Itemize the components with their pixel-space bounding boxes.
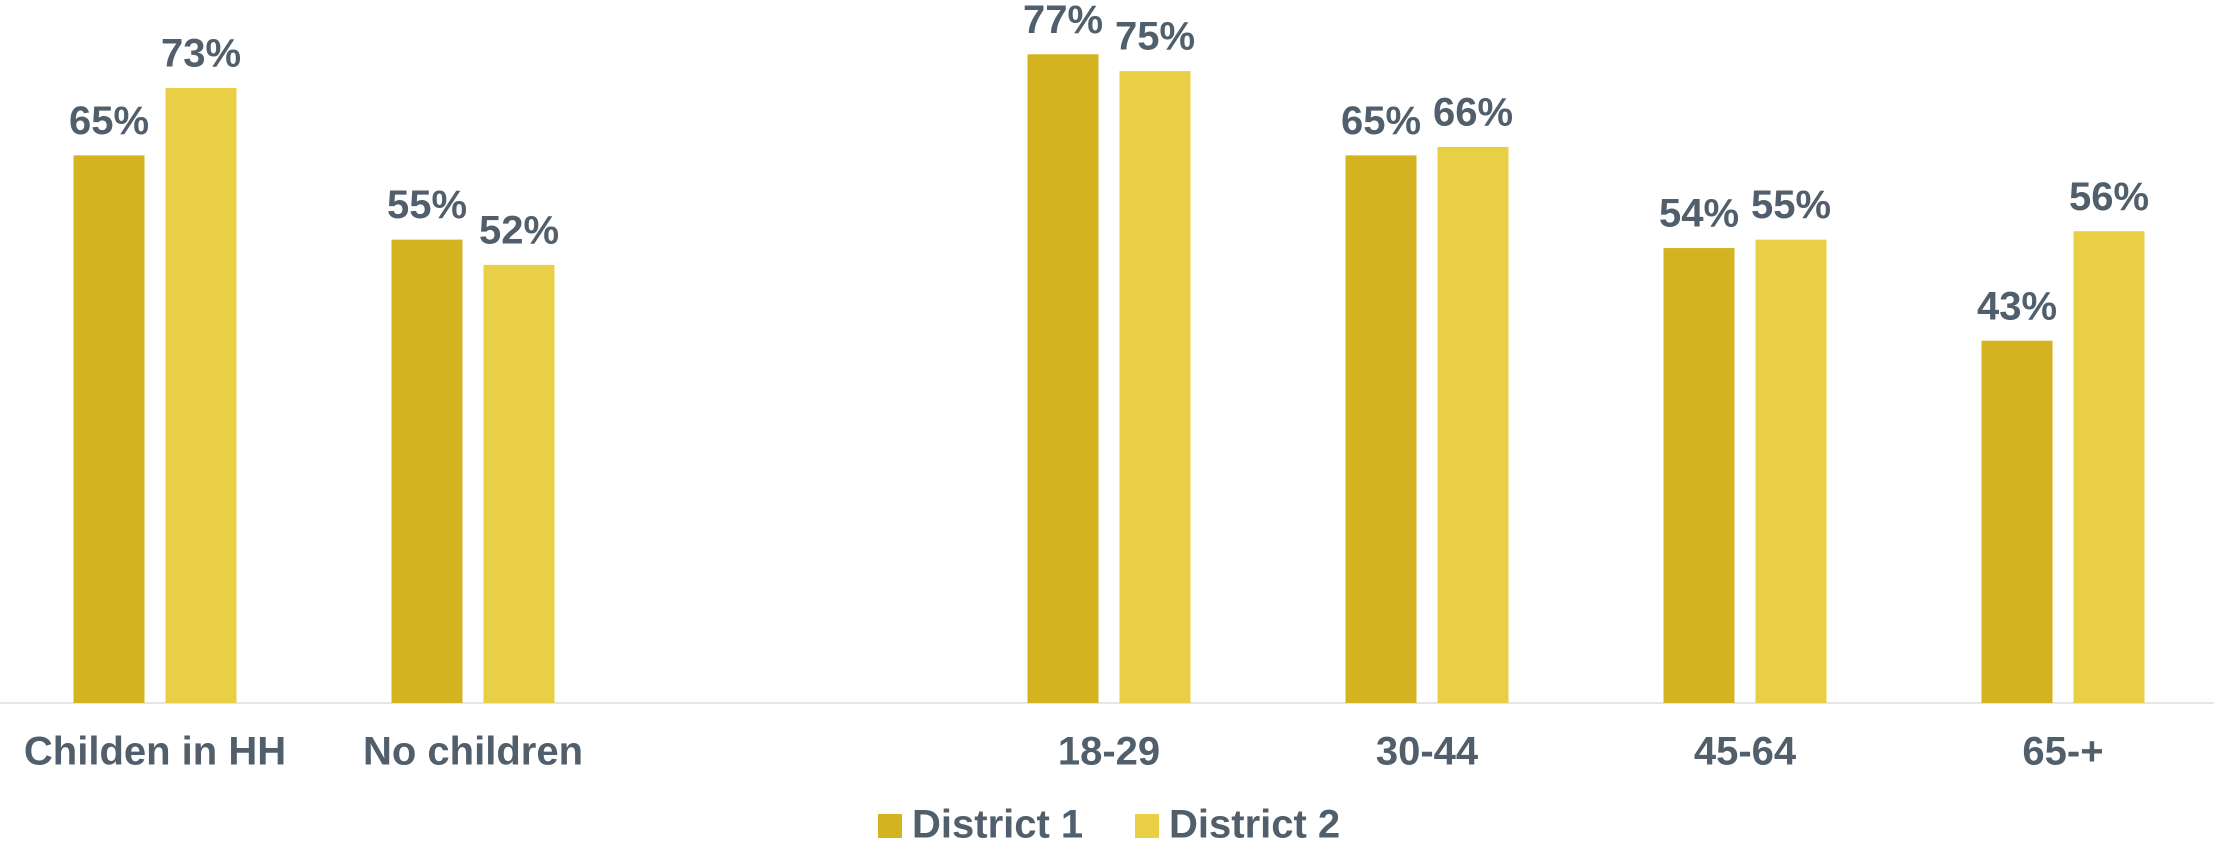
legend-swatch [878,814,902,838]
legend-swatch [1135,814,1159,838]
data-label: 66% [1433,91,1513,135]
bar [165,87,237,704]
x-tick-label: 30-44 [1376,730,1479,774]
data-label: 77% [1023,0,1103,42]
x-tick-label: 18-29 [1058,730,1160,774]
bar [1437,146,1509,703]
bar [1119,71,1191,703]
data-label: 56% [2069,175,2149,219]
data-label: 43% [1977,284,2057,328]
bar [1663,248,1735,704]
x-tick-label: 65-+ [2022,730,2103,774]
legend-label: District 2 [1169,803,1340,846]
bar [483,264,555,703]
data-label: 73% [161,32,241,76]
bar [2073,231,2145,703]
data-label: 75% [1115,15,1195,59]
data-label: 55% [387,183,467,227]
data-label: 55% [1751,183,1831,227]
bar [1345,155,1417,703]
x-tick-label: 45-64 [1694,730,1797,774]
x-tick-label: Childen in HH [24,730,286,774]
data-label: 52% [479,208,559,252]
bar [1755,239,1827,703]
bar [1027,54,1099,703]
x-tick-label: No children [363,730,583,774]
data-label: 65% [69,99,149,143]
data-label: 65% [1341,99,1421,143]
bar [73,155,145,703]
bar [1981,340,2053,703]
bar [391,239,463,703]
data-label: 54% [1659,192,1739,236]
legend-label: District 1 [912,803,1083,846]
